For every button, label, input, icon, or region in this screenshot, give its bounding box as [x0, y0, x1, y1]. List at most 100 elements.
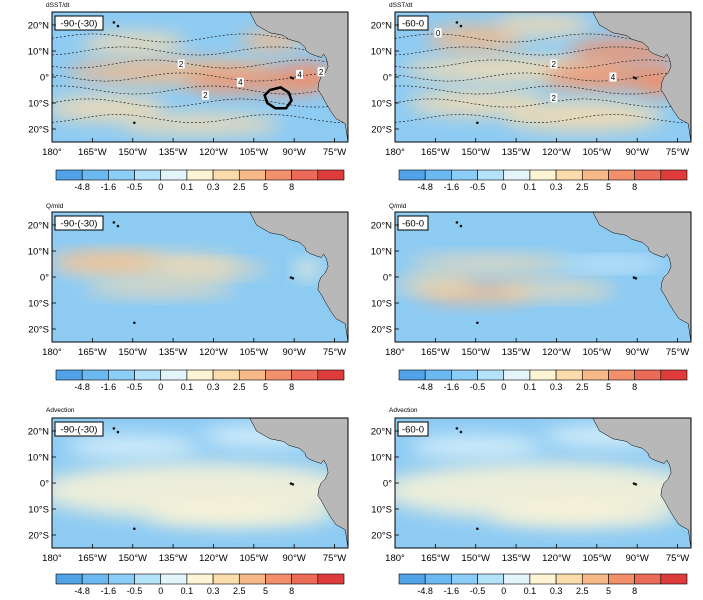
x-tick-label: 75°W [323, 347, 346, 358]
period-label-box [397, 215, 429, 231]
island-dot [476, 527, 479, 531]
x-tick-label: 105°W [583, 147, 612, 158]
x-tick-label: 75°W [323, 147, 346, 158]
heatmap-field: 2 4 4 2 2 [52, 12, 348, 142]
colorbar-level-label: 0.3 [550, 586, 563, 596]
heatmap-field [52, 212, 348, 342]
island-dot [289, 276, 293, 279]
contour-label-bg [550, 93, 558, 103]
contour-line [395, 59, 691, 69]
colorbar-segment [424, 573, 452, 585]
colorbar-level-label: 2.5 [233, 182, 246, 192]
island-dot [112, 21, 116, 24]
x-tick-label: 150°W [461, 553, 490, 564]
anomaly-blob [489, 501, 678, 528]
contour-line [395, 72, 691, 82]
island-dot [289, 76, 293, 79]
colorbar-segment [81, 369, 109, 381]
anomaly-blob [408, 90, 543, 116]
colorbar-segment [108, 573, 135, 585]
x-tick-label: 180° [42, 147, 62, 158]
colorbar-level-label: -4.8 [74, 382, 90, 392]
y-tick-label: 20°S [371, 325, 392, 336]
colorbar-segment [134, 169, 162, 181]
period-label: -90-(-30) [61, 19, 98, 30]
period-label-box [397, 15, 429, 31]
colorbar-segment [634, 169, 662, 181]
colorbar-level-label: 0.3 [207, 382, 220, 392]
colorbar-level-label: 0.3 [207, 586, 220, 596]
contour-label-bg [317, 67, 325, 77]
x-tick-label: 135°W [502, 347, 531, 358]
island-dot [133, 527, 136, 531]
y-tick-label: 20°N [28, 427, 49, 438]
land-mass [249, 418, 348, 548]
anomaly-blob [395, 277, 476, 293]
colorbar-level-label: 5 [263, 586, 268, 596]
x-tick-label: 90°W [283, 347, 306, 358]
period-label-box [54, 15, 104, 31]
contour-line [395, 85, 691, 95]
anomaly-blob [146, 501, 335, 528]
x-tick-label: 120°W [542, 147, 571, 158]
x-tick-label: 165°W [78, 147, 107, 158]
map-panel: dSST/dt 0 2 4 2 -60-0 20°N 10°N 0° 10°S 20°S 180° 16… [371, 2, 692, 192]
colorbar-level-label: -1.6 [101, 586, 117, 596]
heatmap-field [395, 418, 691, 548]
colorbar-segment [291, 573, 319, 585]
contour-line [52, 59, 348, 69]
contour-line [395, 114, 691, 124]
x-tick-label: 90°W [626, 147, 649, 158]
colorbar-segment [238, 169, 266, 181]
contour-line [52, 46, 348, 56]
colorbar-level-label: -0.5 [470, 182, 486, 192]
map-panel: Q/mld -60-0 20°N 10°N 0° 10°S 20°S 180° 165°W 150… [371, 203, 692, 392]
anomaly-blob [78, 32, 187, 54]
colorbar-level-label: 0 [158, 182, 163, 192]
period-label-box [54, 421, 104, 437]
x-tick-label: 105°W [240, 147, 269, 158]
colorbar-segment [160, 369, 188, 381]
colorbar-segment [55, 169, 83, 181]
colorbar-segment [660, 369, 688, 381]
contour-label-bg [201, 90, 209, 100]
map-panel: dSST/dt 2 4 4 2 2 -90-(-30) 20°N 10°N 0° 10°S 20°S 1… [28, 2, 349, 192]
colorbar-level-label: -4.8 [74, 586, 90, 596]
anomaly-blob [159, 262, 268, 276]
map-panel: Advection -90-(-30) 20°N 10°N 0° 10°S 20°S 180°… [28, 407, 349, 596]
x-tick-label: 120°W [542, 553, 571, 564]
colorbar-level-label: -1.6 [444, 382, 460, 392]
colorbar-level-label: 2.5 [233, 382, 246, 392]
colorbar-level-label: -4.8 [417, 586, 433, 596]
colorbar-level-label: 2.5 [576, 182, 589, 192]
anomaly-blob [494, 14, 592, 36]
island-dot [632, 76, 636, 79]
island-dot [289, 482, 293, 485]
contour-label: 4 [297, 70, 302, 79]
colorbar-level-label: 8 [289, 182, 294, 192]
colorbar-level-label: 5 [606, 382, 611, 392]
colorbar-segment [581, 573, 609, 585]
x-tick-label: 135°W [159, 147, 188, 158]
x-tick-label: 180° [385, 347, 405, 358]
period-label: -60-0 [402, 19, 424, 30]
colorbar-level-label: 0 [501, 382, 506, 392]
colorbar-segment [398, 169, 426, 181]
island-dot [455, 427, 459, 430]
anomaly-blob [427, 25, 525, 51]
colorbar: -4.8 -1.6 -0.5 0 0.1 0.3 2.5 5 8 [55, 369, 345, 392]
period-label: -90-(-30) [61, 425, 98, 436]
colorbar-segment [529, 169, 557, 181]
y-tick-label: 20°N [28, 221, 49, 232]
colorbar-level-label: 0 [158, 586, 163, 596]
land-mass [592, 212, 691, 342]
x-tick-label: 165°W [78, 347, 107, 358]
island-dot [116, 430, 120, 434]
colorbar-level-label: -1.6 [101, 382, 117, 392]
land-mass [592, 12, 691, 142]
colorbar-segment [160, 573, 188, 585]
contour-label-bg [177, 59, 185, 69]
colorbar-segment [503, 369, 531, 381]
colorbar-segment [398, 369, 426, 381]
colorbar-level-label: -4.8 [417, 182, 433, 192]
